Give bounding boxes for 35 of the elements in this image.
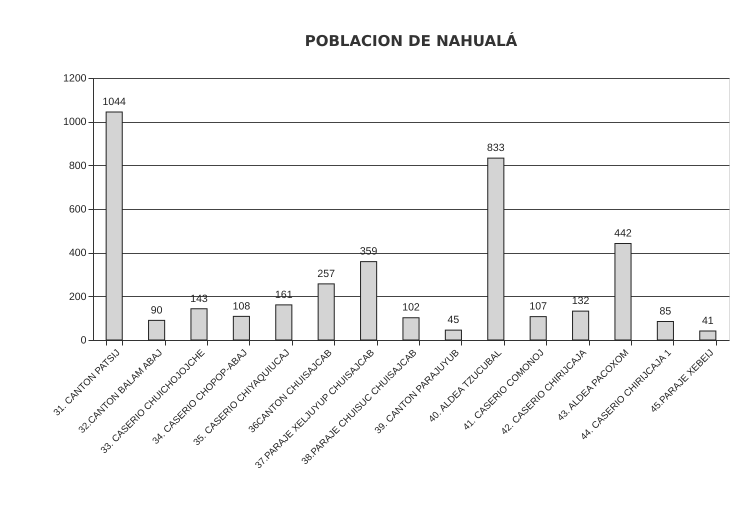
data-label: 85 [660,305,672,318]
data-label: 1044 [102,96,126,108]
data-label: 41 [702,315,714,328]
y-tick-label: 400 [68,247,87,260]
data-label: 108 [232,300,250,312]
data-label: 90 [150,304,163,316]
data-label: 107 [529,300,548,313]
y-tick-label: 1000 [63,116,87,128]
y-tick-label: 1200 [63,72,87,84]
data-label: 833 [487,142,505,154]
data-label: 257 [317,268,336,280]
bar [190,308,208,340]
bar [656,320,674,340]
y-tick-label: 0 [80,334,87,346]
data-label: 102 [402,302,420,314]
chart-title: POBLACION DE NAHUALÁ [304,32,518,50]
bar [275,304,292,340]
bar [699,330,716,340]
bar [444,330,462,340]
bar [614,242,632,340]
data-label: 132 [572,295,590,308]
bar [402,317,420,340]
data-label: 442 [614,227,632,240]
bar [487,158,504,340]
bar [318,283,335,340]
bar [232,316,250,340]
data-label: 45 [448,314,460,326]
y-tick-label: 600 [68,204,87,216]
y-tick-label: 200 [68,290,87,303]
bar [360,261,378,340]
y-tick-label: 800 [68,160,87,172]
bar [148,320,166,340]
bar [106,112,123,340]
bar [572,310,590,340]
bar [530,316,547,340]
